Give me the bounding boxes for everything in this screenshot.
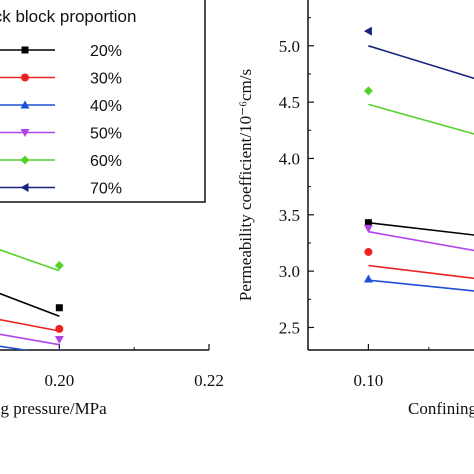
legend-marker <box>20 155 30 165</box>
y-tick-label: 3.0 <box>279 262 300 281</box>
y-tick-label: 4.0 <box>279 149 300 168</box>
legend-label: 50% <box>90 126 122 143</box>
x-tick-label: 0.22 <box>194 371 224 390</box>
y-tick-label: 2.5 <box>279 318 300 337</box>
legend-title: Rock block proportion <box>0 7 136 26</box>
y-tick-label: 3.5 <box>279 206 300 225</box>
legend-marker <box>21 46 29 54</box>
data-point <box>363 224 373 233</box>
series <box>0 345 61 350</box>
data-point <box>364 247 373 256</box>
data-point <box>54 335 64 344</box>
legend-label: 60% <box>90 153 122 170</box>
legend-marker <box>21 73 29 82</box>
legend-frame <box>0 0 206 203</box>
x-tick-label: 0.20 <box>44 371 74 390</box>
data-point <box>364 219 372 227</box>
legend-item: 50% <box>0 126 122 143</box>
legend-label: 30% <box>90 71 122 88</box>
data-point <box>55 324 64 333</box>
plot-area <box>363 26 474 292</box>
data-point <box>55 304 63 312</box>
legend-label: 70% <box>90 181 122 198</box>
fit-line <box>368 103 474 135</box>
legend-label: 40% <box>90 98 122 115</box>
y-axis-title: Permeability coefficient/10⁻⁶cm/s <box>236 69 255 301</box>
legend-item: 30% <box>0 71 122 88</box>
chart-panels: 0.180.200.22Confining pressure/MPa0.100.… <box>0 0 474 418</box>
fit-line <box>0 333 60 346</box>
series <box>363 274 474 292</box>
fit-line <box>0 292 60 317</box>
legend-item: 40% <box>0 98 122 115</box>
panel-right: 0.100.120.142.53.03.54.04.55.0Permeabili… <box>236 0 474 418</box>
series <box>364 247 474 280</box>
x-axis-title: Confining pressure/MPa <box>408 399 474 418</box>
legend-marker <box>20 100 30 109</box>
fit-line <box>0 318 60 332</box>
legend-items: 20% 30% 40% 50% 60% 70% <box>0 43 122 198</box>
y-tick-label: 4.5 <box>279 93 300 112</box>
x-tick-label: 0.10 <box>354 371 384 390</box>
legend-item: 60% <box>0 153 122 170</box>
fit-line <box>0 345 30 350</box>
data-point <box>363 86 373 96</box>
series <box>0 318 64 333</box>
fit-line <box>368 230 474 252</box>
data-point <box>363 274 373 283</box>
fit-line <box>0 248 60 272</box>
fit-line <box>368 279 474 292</box>
series <box>0 248 64 272</box>
series <box>363 26 474 80</box>
data-point <box>54 261 64 270</box>
legend-item: 20% <box>0 43 122 60</box>
fit-line <box>368 45 474 80</box>
fit-line <box>368 264 474 280</box>
fit-line <box>368 221 474 236</box>
x-axis-title: Confining pressure/MPa <box>0 399 107 418</box>
legend-marker <box>20 183 29 192</box>
series <box>364 219 474 236</box>
series <box>0 333 64 346</box>
legend: Rock block proportion 20% 30% 40% 50% 60% 70% <box>0 0 206 203</box>
series <box>363 224 474 252</box>
data-point <box>57 347 61 350</box>
series <box>0 292 63 317</box>
y-tick-label: 5.0 <box>279 37 300 56</box>
data-point <box>363 26 372 36</box>
legend-label: 20% <box>90 43 122 60</box>
series <box>363 86 474 135</box>
legend-item: 70% <box>0 181 122 198</box>
legend-marker <box>20 129 30 137</box>
